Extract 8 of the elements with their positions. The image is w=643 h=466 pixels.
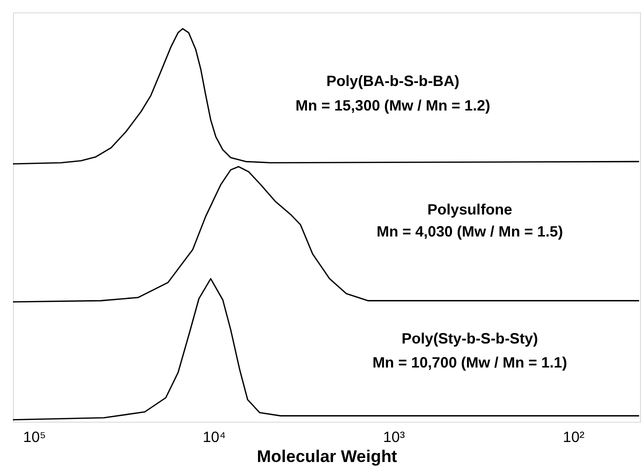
- x-tick-label: 10⁴: [202, 429, 226, 446]
- x-tick-label: 10⁵: [23, 429, 46, 446]
- x-tick-label: 10²: [562, 429, 585, 446]
- annotation: Polysulfone Mn = 4,030 (Mw / Mn = 1.5): [376, 201, 563, 241]
- annotation: Poly(Sty-b-S-b-Sty) Mn = 10,700 (Mw / Mn = 1.1): [372, 330, 568, 372]
- x-tick-label: 10³: [383, 429, 405, 446]
- x-axis-title: Molecular Weight: [256, 447, 398, 466]
- annotation: Poly(BA-b-S-b-BA) Mn = 15,300 (Mw / Mn = 1.2): [296, 73, 490, 114]
